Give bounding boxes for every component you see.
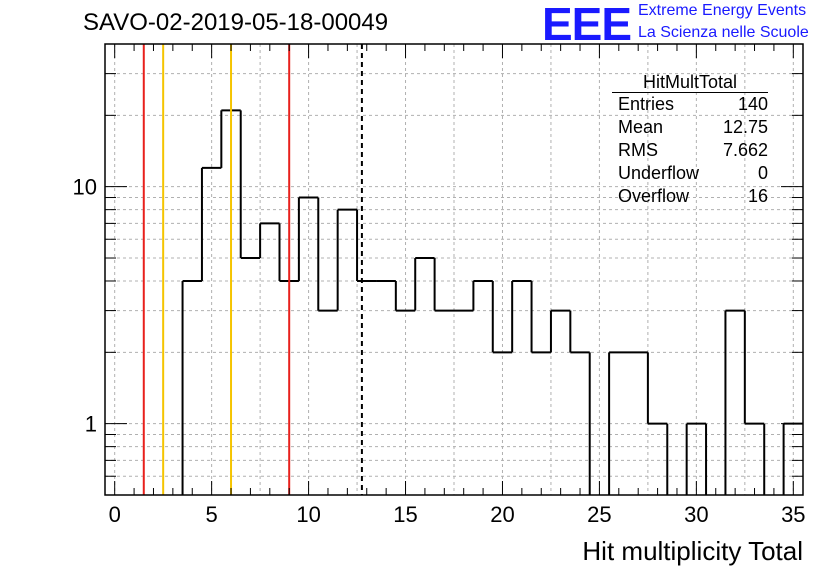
axes: [104, 43, 804, 496]
stats-label: Entries: [618, 94, 675, 114]
reference-lines: [142, 44, 363, 495]
stats-label: Overflow: [618, 186, 690, 206]
stats-value: 0: [757, 163, 768, 183]
y-tick-label: 1: [85, 412, 97, 437]
x-tick-label: 35: [781, 502, 805, 527]
x-tick-label: 30: [684, 502, 708, 527]
stats-title: HitMultTotal: [612, 72, 768, 93]
stats-label: RMS: [618, 140, 658, 160]
run-title: SAVO-02-2019-05-18-00049: [83, 9, 389, 36]
eee-logo: EEE: [542, 0, 632, 50]
stats-value: 16: [747, 186, 768, 206]
x-axis-title: Hit multiplicity Total: [582, 536, 803, 566]
x-tick-label: 0: [109, 502, 121, 527]
stats-value: 7.662: [722, 140, 768, 160]
stats-value: 140: [737, 94, 768, 114]
plot-frame: [104, 43, 804, 496]
stats-row: Entries 140: [612, 93, 772, 116]
x-tick-label: 5: [206, 502, 218, 527]
histogram-bars: [181, 109, 803, 495]
x-tick-label: 10: [296, 502, 320, 527]
stats-value: 12.75: [722, 117, 768, 137]
stats-label: Mean: [618, 117, 664, 137]
logo-tagline-1: Extreme Energy Events: [638, 2, 807, 19]
stats-row: Overflow 16: [612, 185, 772, 208]
stats-label: Underflow: [618, 163, 700, 183]
logo-tagline-2: La Scienza nelle Scuole: [638, 24, 809, 41]
stats-row: RMS 7.662: [612, 139, 772, 162]
tick-labels: 0 5 10 15 20 25 30 35 1 10 Hit multiplicity Total: [73, 175, 806, 566]
stats-box: HitMultTotal Entries 140 Mean 12.75 RMS …: [612, 72, 772, 208]
x-tick-label: 20: [490, 502, 514, 527]
stats-row: Mean 12.75: [612, 116, 772, 139]
x-tick-label: 15: [393, 502, 417, 527]
x-tick-label: 25: [587, 502, 611, 527]
stats-row: Underflow 0: [612, 162, 772, 185]
y-tick-label: 10: [73, 175, 97, 200]
